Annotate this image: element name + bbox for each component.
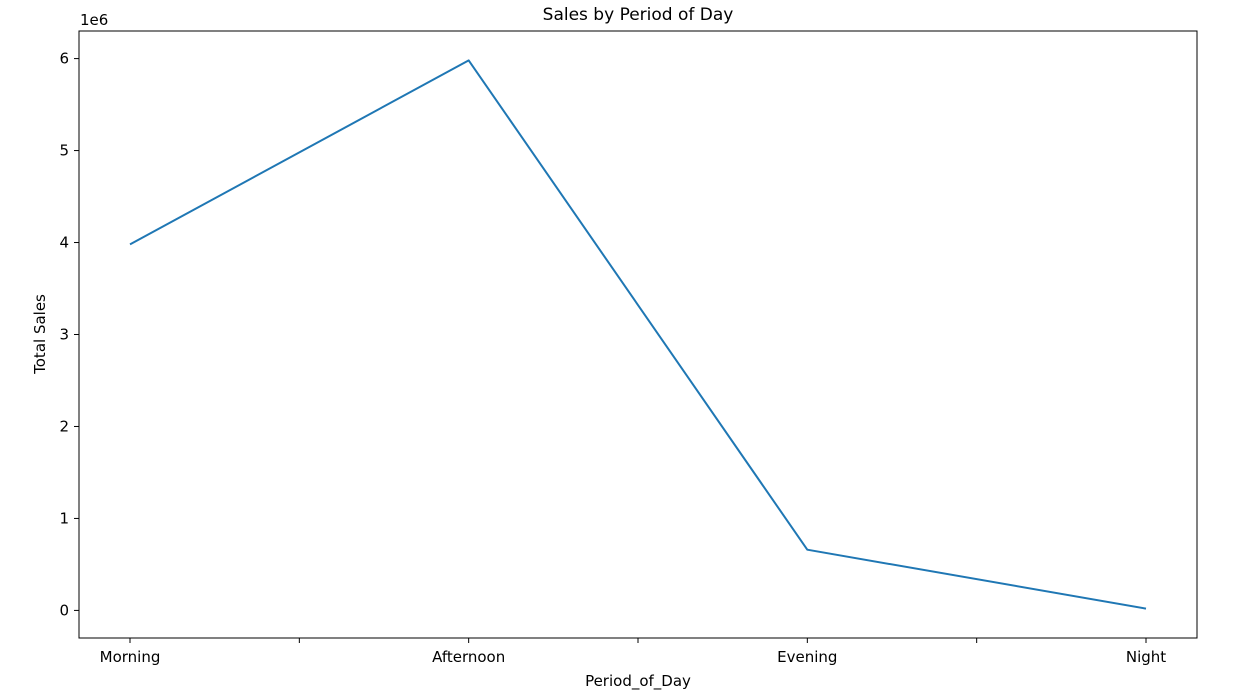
x-tick-label: Night bbox=[1126, 648, 1166, 666]
x-axis-label: Period_of_Day bbox=[585, 672, 691, 691]
series-line bbox=[129, 59, 1147, 610]
y-tick-label: 1 bbox=[59, 509, 69, 527]
x-tick-label: Evening bbox=[777, 648, 837, 666]
y-axis-offset-text: 1e6 bbox=[80, 11, 108, 29]
chart-title: Sales by Period of Day bbox=[543, 5, 734, 25]
y-tick-label: 5 bbox=[59, 142, 69, 160]
x-axis-ticks: Morning Afternoon Evening Night bbox=[100, 638, 1166, 666]
x-tick-label: Morning bbox=[100, 648, 161, 666]
y-tick-label: 3 bbox=[59, 326, 69, 344]
series-layer bbox=[129, 59, 1147, 610]
y-axis-ticks: 0 1 2 3 4 5 6 bbox=[59, 50, 79, 619]
x-tick-label: Afternoon bbox=[432, 648, 505, 666]
y-tick-label: 6 bbox=[59, 50, 69, 68]
y-tick-label: 4 bbox=[59, 234, 69, 252]
y-axis-label: Total Sales bbox=[31, 294, 49, 375]
y-tick-label: 0 bbox=[59, 601, 69, 619]
plot-frame bbox=[78, 30, 1198, 639]
y-tick-label: 2 bbox=[59, 417, 69, 435]
